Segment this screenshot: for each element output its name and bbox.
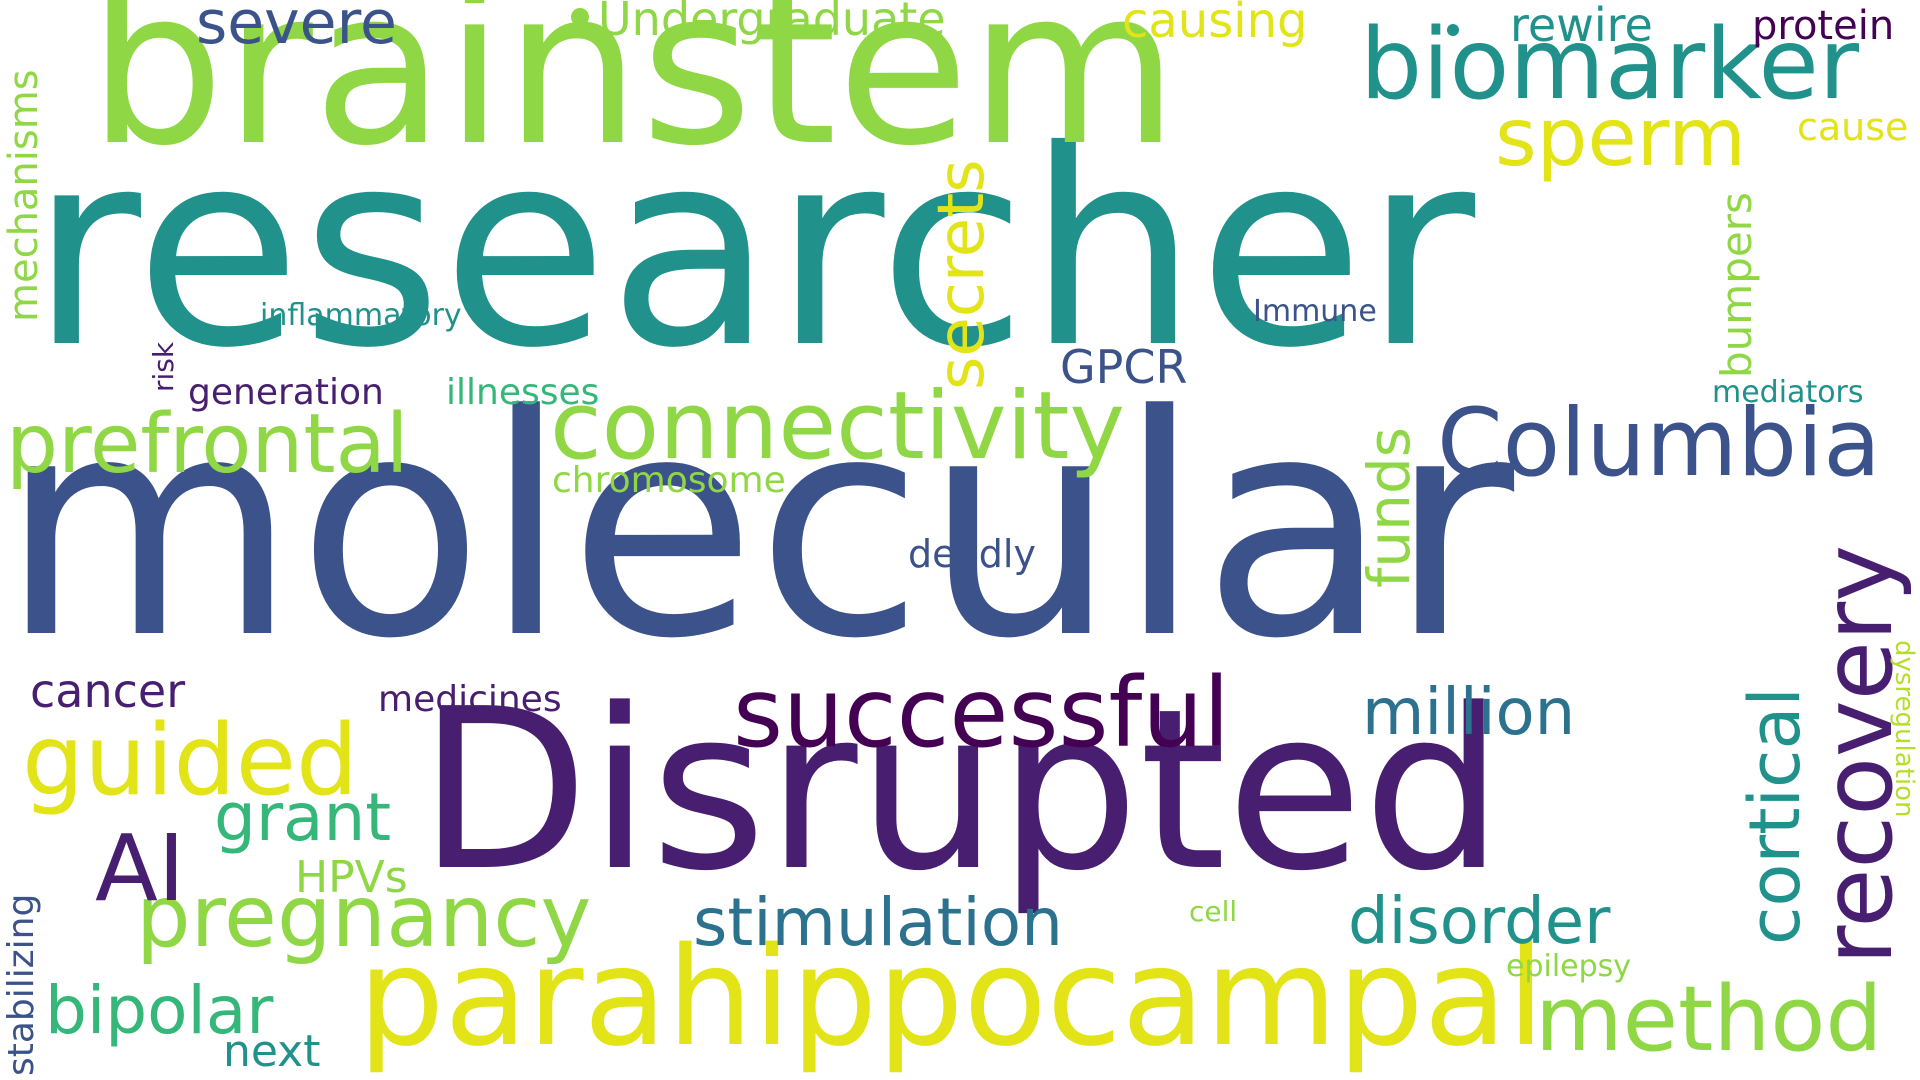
word-risk: risk	[147, 341, 180, 392]
word-cell: cell	[1189, 895, 1238, 928]
word-biomarker: biomarker	[1360, 8, 1860, 122]
word-parahippocampal: parahippocampal	[358, 919, 1545, 1077]
word-mechanisms: mechanisms	[1, 69, 47, 322]
word-grant: grant	[214, 779, 392, 856]
word-severe: severe	[196, 0, 397, 58]
word-cortical: cortical	[1734, 687, 1816, 945]
word-prefrontal: prefrontal	[6, 397, 409, 492]
word-protein: protein	[1752, 3, 1895, 49]
word-gpcr: GPCR	[1060, 340, 1188, 394]
word-mediators: mediators	[1712, 375, 1864, 410]
word-cause: cause	[1797, 105, 1909, 149]
word-inflammatory: inflammatory	[260, 298, 462, 333]
word-bumpers: bumpers	[1712, 192, 1761, 378]
word-stabilizing: stabilizing	[1, 893, 42, 1076]
word-generation: generation	[188, 372, 384, 413]
word-million: million	[1362, 676, 1576, 750]
undergraduate-dot	[571, 8, 589, 26]
word-disorder: disorder	[1348, 885, 1611, 959]
word-immune: Immune	[1253, 294, 1377, 329]
word-ai: AI	[95, 815, 186, 922]
word-causing: causing	[1122, 0, 1308, 49]
word-successful: successful	[733, 657, 1230, 769]
word-deadly: deadly	[908, 532, 1036, 576]
word-undergraduate: Undergraduate	[598, 0, 946, 46]
word-connectivity: connectivity	[550, 372, 1126, 481]
word-rewire: rewire	[1510, 0, 1653, 52]
word-bipolar: bipolar	[45, 972, 274, 1049]
word-secrets: secrets	[925, 159, 999, 390]
word-method: method	[1535, 967, 1883, 1072]
word-molecular: molecular	[0, 350, 1515, 705]
word-researcher: researcher	[30, 92, 1476, 407]
word-hpvs: HPVs	[295, 852, 408, 903]
word-disrupted: Disrupted	[418, 662, 1504, 920]
word-columbia: Columbia	[1437, 389, 1881, 498]
word-stimulation: stimulation	[693, 884, 1063, 961]
word-illnesses: illnesses	[446, 372, 600, 413]
word-funds: funds	[1355, 427, 1423, 588]
word-medicines: medicines	[378, 679, 562, 720]
word-dysregulation: dysregulation	[1889, 640, 1919, 818]
word-cancer: cancer	[30, 664, 186, 718]
word-brainstem: brainstem	[88, 0, 1179, 193]
rewire-dot	[1447, 24, 1459, 36]
word-pregnancy: pregnancy	[136, 867, 592, 967]
word-guided: guided	[22, 704, 359, 818]
word-chromosome: chromosome	[552, 460, 786, 501]
word-sperm: sperm	[1495, 91, 1747, 184]
word-epilepsy: epilepsy	[1506, 949, 1632, 984]
word-next: next	[223, 1026, 321, 1077]
